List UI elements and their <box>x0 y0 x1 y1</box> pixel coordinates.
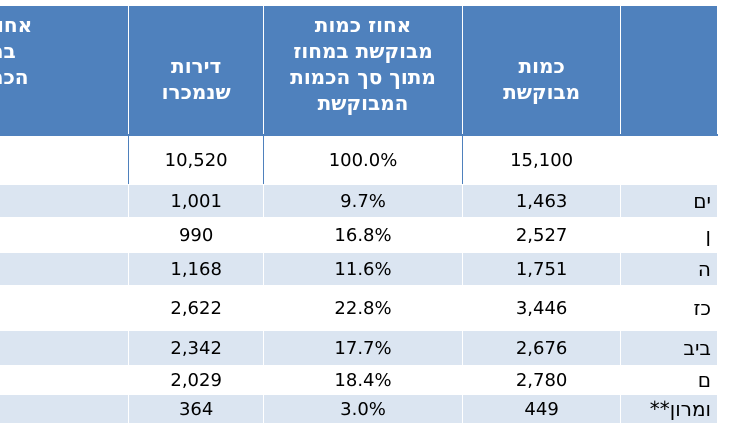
region-cell: ה <box>620 252 718 286</box>
requested-pct-cell: 11.6% <box>262 252 464 286</box>
requested-pct-cell: 17.7% <box>262 330 464 366</box>
sold-pct-cell <box>0 252 130 286</box>
region-cell: כז <box>620 285 718 331</box>
table-row: ביב 2,676 17.7% 2,342 <box>0 330 718 366</box>
requested-qty-cell: 449 <box>462 394 622 424</box>
requested-pct-cell: 16.8% <box>262 217 464 253</box>
requested-pct-cell: 100.0% <box>262 134 464 185</box>
header-region <box>620 5 718 136</box>
requested-qty-cell: 15,100 <box>462 134 622 185</box>
table-row: ם 2,780 18.4% 2,029 <box>0 365 718 395</box>
region-cell: ים <box>620 184 718 218</box>
requested-pct-cell: 3.0% <box>262 394 464 424</box>
region-cell: ומרון** <box>620 394 718 424</box>
sold-cell: 1,168 <box>128 252 264 286</box>
sold-cell: 10,520 <box>128 134 264 185</box>
region-cell: ן <box>620 217 718 253</box>
sold-cell: 2,029 <box>128 365 264 395</box>
table-row: ה 1,751 11.6% 1,168 <box>0 252 718 286</box>
sales-table: כמות מבוקשת אחוז כמות מבוקשת במחוז מתוך … <box>0 5 718 424</box>
sold-pct-cell <box>0 330 130 366</box>
sold-pct-cell <box>0 184 130 218</box>
requested-qty-cell: 2,676 <box>462 330 622 366</box>
header-requested-qty: כמות מבוקשת <box>462 5 622 136</box>
requested-qty-cell: 2,527 <box>462 217 622 253</box>
table-row-total: 15,100 100.0% 10,520 <box>0 134 718 185</box>
sold-pct-cell <box>0 365 130 395</box>
sold-pct-cell <box>0 134 130 185</box>
sold-pct-cell <box>0 394 130 424</box>
header-sold-pct: אחוז במ הכמ <box>0 5 130 136</box>
region-cell: ם <box>620 365 718 395</box>
header-row: כמות מבוקשת אחוז כמות מבוקשת במחוז מתוך … <box>0 5 718 136</box>
requested-qty-cell: 1,463 <box>462 184 622 218</box>
table-row: כז 3,446 22.8% 2,622 <box>0 285 718 331</box>
sold-cell: 2,622 <box>128 285 264 331</box>
requested-pct-cell: 9.7% <box>262 184 464 218</box>
sold-cell: 990 <box>128 217 264 253</box>
region-cell: ביב <box>620 330 718 366</box>
table-row: ומרון** 449 3.0% 364 <box>0 394 718 424</box>
requested-pct-cell: 22.8% <box>262 285 464 331</box>
requested-qty-cell: 3,446 <box>462 285 622 331</box>
header-sold: דירות שנמכרו <box>128 5 264 136</box>
region-cell <box>620 134 718 185</box>
requested-qty-cell: 1,751 <box>462 252 622 286</box>
requested-qty-cell: 2,780 <box>462 365 622 395</box>
sold-pct-cell <box>0 217 130 253</box>
table-row: ים 1,463 9.7% 1,001 <box>0 184 718 218</box>
sold-cell: 2,342 <box>128 330 264 366</box>
sold-cell: 364 <box>128 394 264 424</box>
header-requested-pct: אחוז כמות מבוקשת במחוז מתוך סך הכמות המב… <box>262 5 464 136</box>
table-row: ן 2,527 16.8% 990 <box>0 217 718 253</box>
sold-pct-cell <box>0 285 130 331</box>
requested-pct-cell: 18.4% <box>262 365 464 395</box>
sold-cell: 1,001 <box>128 184 264 218</box>
